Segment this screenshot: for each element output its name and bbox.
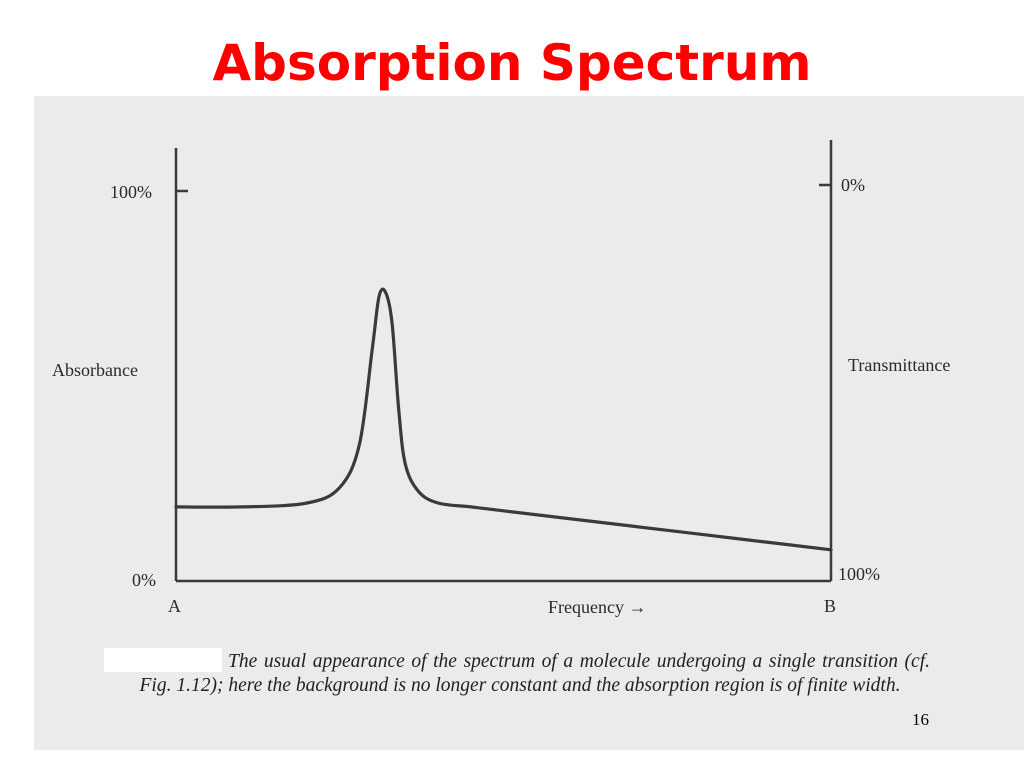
slide-title: Absorption Spectrum xyxy=(212,34,812,92)
y-axis-label: Absorbance xyxy=(52,360,138,380)
y2-tick-label-0: 0% xyxy=(841,175,865,195)
page-number: 16 xyxy=(912,710,929,729)
x-tick-label-b: B xyxy=(824,596,836,616)
x-axis-label: Frequency → xyxy=(548,597,646,617)
scanned-figure xyxy=(34,96,1024,750)
y2-tick-label-100: 100% xyxy=(838,564,880,584)
y-tick-label-100: 100% xyxy=(110,182,152,202)
figure-caption: The usual appearance of the spectrum of … xyxy=(139,651,931,696)
y2-axis-label: Transmittance xyxy=(848,355,950,375)
spectrum-curve xyxy=(174,287,833,552)
y-tick-label-0: 0% xyxy=(132,570,156,590)
x-tick-label-a: A xyxy=(168,596,181,616)
caption-mask xyxy=(104,648,222,672)
